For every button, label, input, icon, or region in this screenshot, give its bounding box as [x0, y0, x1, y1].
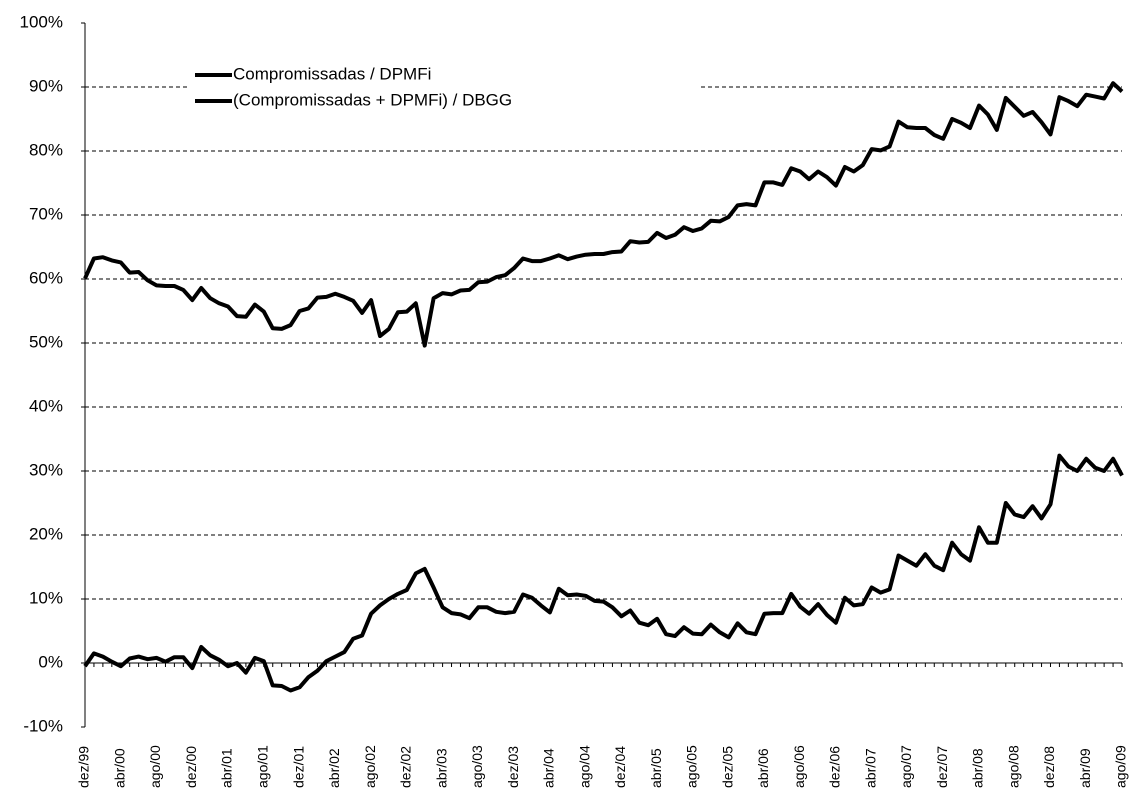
x-tick-label: ago/06 [791, 745, 807, 788]
x-tick-label: dez/05 [719, 746, 735, 788]
x-tick-label: abr/05 [648, 748, 664, 788]
legend-label: Compromissadas / DPMFi [233, 64, 431, 83]
line-series [83, 453, 1124, 693]
x-tick-label: abr/08 [970, 748, 986, 788]
x-tick-label: dez/06 [827, 746, 843, 788]
x-tick-label: ago/08 [1005, 745, 1021, 788]
x-tick-label: dez/99 [76, 746, 92, 788]
x-tick-label: dez/07 [934, 746, 950, 788]
x-tick-label: ago/01 [254, 745, 270, 788]
legend-box [190, 59, 700, 117]
y-tick-label: 90% [29, 76, 63, 95]
x-tick-label: ago/03 [469, 745, 485, 788]
y-tick-label: 80% [29, 140, 63, 159]
x-tick-label: ago/05 [684, 745, 700, 788]
y-tick-label: 100% [20, 12, 63, 31]
y-tick-label: -10% [23, 716, 63, 735]
y-tick-label: 0% [38, 652, 63, 671]
y-tick-label: 30% [29, 460, 63, 479]
x-tick-label: abr/04 [541, 748, 557, 788]
x-tick-label: abr/09 [1077, 748, 1093, 788]
x-tick-label: ago/04 [576, 745, 592, 788]
x-tick-label: ago/00 [147, 745, 163, 788]
y-tick-label: 60% [29, 268, 63, 287]
y-tick-label: 10% [29, 588, 63, 607]
x-tick-label: dez/03 [505, 746, 521, 788]
line-series [83, 81, 1124, 348]
x-tick-label: ago/02 [362, 745, 378, 788]
x-tick-label: dez/08 [1041, 746, 1057, 788]
y-tick-label: 50% [29, 332, 63, 351]
x-tick-label: ago/07 [898, 745, 914, 788]
x-tick-label: abr/01 [219, 748, 235, 788]
y-tick-label: 40% [29, 396, 63, 415]
x-tick-label: ago/09 [1113, 745, 1129, 788]
x-tick-label: abr/07 [862, 748, 878, 788]
x-tick-label: dez/00 [183, 746, 199, 788]
y-tick-label: 70% [29, 204, 63, 223]
legend-label: (Compromissadas + DPMFi) / DBGG [233, 90, 512, 109]
x-tick-label: dez/04 [612, 746, 628, 788]
y-tick-label: 20% [29, 524, 63, 543]
x-tick-label: abr/00 [111, 748, 127, 788]
x-tick-label: abr/02 [326, 748, 342, 788]
x-tick-label: abr/03 [433, 748, 449, 788]
x-tick-label: dez/01 [290, 746, 306, 788]
x-tick-label: abr/06 [755, 748, 771, 788]
x-tick-label: dez/02 [398, 746, 414, 788]
